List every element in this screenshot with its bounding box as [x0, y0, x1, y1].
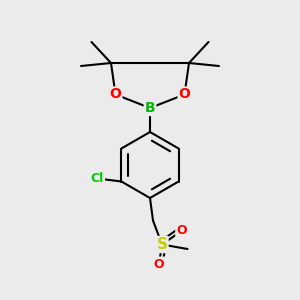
- Text: S: S: [157, 237, 167, 252]
- Text: O: O: [110, 88, 122, 101]
- Text: B: B: [145, 101, 155, 115]
- Text: O: O: [154, 257, 164, 271]
- Text: O: O: [176, 224, 187, 238]
- Text: Cl: Cl: [91, 172, 104, 185]
- Text: O: O: [178, 88, 190, 101]
